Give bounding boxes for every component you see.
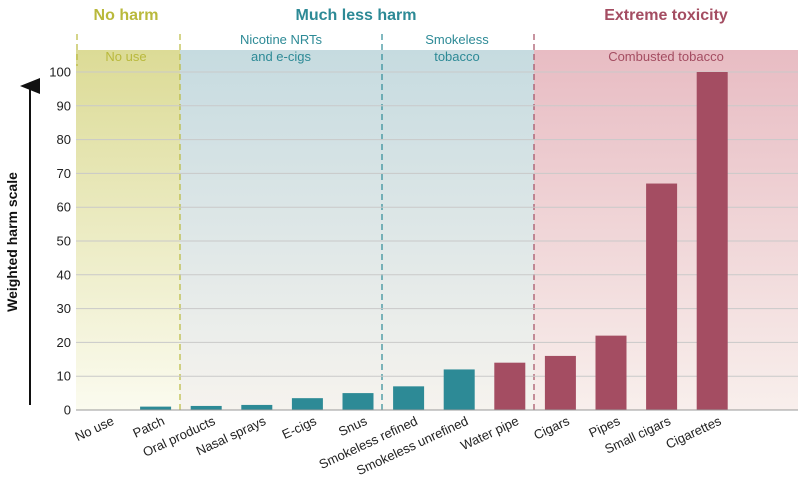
category-label: Cigarettes [663,413,723,452]
group-label-smokeless-line2: tobacco [434,49,480,64]
y-tick-labels: 0 10 20 30 40 50 60 70 80 90 100 [49,65,71,418]
y-tick-label: 20 [57,335,71,350]
y-tick-label: 10 [57,369,71,384]
y-tick-label: 70 [57,166,71,181]
bar [696,72,728,410]
y-tick-label: 0 [64,403,71,418]
bar [494,362,526,410]
bar [393,386,425,410]
bar [190,405,222,410]
y-axis-label: Weighted harm scale [4,172,20,312]
y-tick-label: 50 [57,234,71,249]
bars [140,72,728,410]
group-label-smokeless-line1: Smokeless [425,32,489,47]
category-label: E-cigs [280,413,320,442]
bar [342,393,374,410]
bar [291,398,323,410]
category-label: Cigars [531,413,572,443]
y-tick-label: 80 [57,132,71,147]
less-harm-band [180,50,534,410]
harm-level-extreme-toxicity: Extreme toxicity [604,7,728,24]
harm-level-no-harm: No harm [94,7,159,24]
harm-level-much-less-harm: Much less harm [296,7,417,24]
bar [443,369,475,410]
grid-lines [76,71,798,377]
bar [241,404,273,410]
y-tick-label: 40 [57,267,71,282]
category-label: Water pipe [458,413,521,453]
bar [595,335,627,410]
bar [646,183,678,410]
category-label: No use [73,413,117,444]
group-label-nrt-line2: and e-cigs [251,49,311,64]
y-tick-label: 90 [57,98,71,113]
y-tick-label: 60 [57,200,71,215]
bar [544,355,576,410]
no-harm-band [76,50,180,410]
y-tick-label: 30 [57,301,71,316]
y-tick-label: 100 [49,65,71,80]
bar [140,406,172,410]
group-label-nrt-line1: Nicotine NRTs [240,32,323,47]
group-label-combusted: Combusted tobacco [608,49,724,64]
group-label-no-use: No use [105,49,146,64]
